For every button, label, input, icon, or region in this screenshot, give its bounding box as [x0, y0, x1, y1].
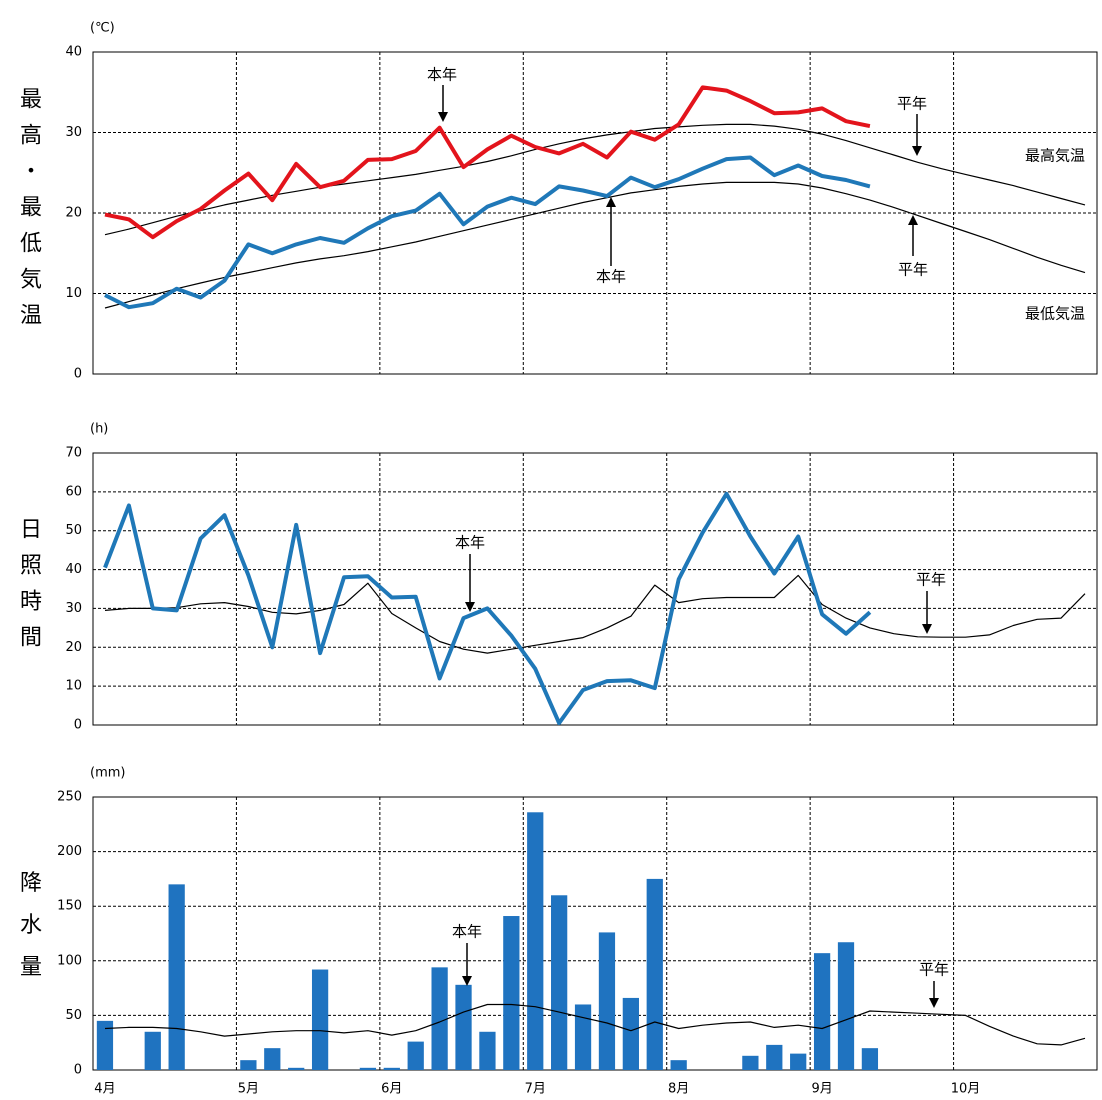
current-year-line: [104, 85, 871, 240]
bar: [527, 812, 544, 1070]
x-tick-label: 5月: [238, 1082, 259, 1097]
annotation: 平年: [919, 961, 949, 979]
x-tick-label: 7月: [525, 1082, 546, 1097]
bar: [837, 942, 855, 1070]
bar: [479, 1031, 496, 1070]
y-tick-label: 60: [65, 484, 82, 499]
y-tick-label: 50: [65, 523, 82, 538]
bar: [359, 1067, 377, 1070]
normal-line: [104, 574, 1086, 654]
bar: [240, 1060, 257, 1070]
annotation: 最低気温: [1025, 305, 1085, 323]
unit-label: (℃): [90, 21, 115, 36]
bar: [168, 884, 185, 1070]
x-tick-label: 10月: [951, 1082, 981, 1097]
plot-frame: [92, 796, 1098, 1071]
y-axis-label: 日照時間: [16, 517, 42, 661]
current-year-line: [103, 491, 872, 726]
y-tick-label: 250: [57, 790, 82, 805]
bar: [574, 1004, 592, 1070]
y-tick-label: 10: [65, 286, 82, 301]
arrow-head: [908, 215, 918, 225]
x-tick-label: 4月: [94, 1082, 115, 1097]
x-tick-label: 6月: [381, 1082, 402, 1097]
y-tick-label: 40: [65, 45, 82, 60]
y-tick-label: 20: [65, 206, 82, 221]
y-tick-label: 40: [65, 562, 82, 577]
y-tick-label: 150: [57, 899, 82, 914]
y-tick-label: 0: [74, 718, 82, 733]
bar: [311, 969, 329, 1070]
bar: [551, 895, 568, 1070]
y-axis-label: 降水量: [16, 871, 42, 997]
arrow-head: [465, 602, 475, 612]
x-tick-label: 9月: [811, 1082, 832, 1097]
plot-frame: [92, 51, 1098, 375]
bar: [407, 1041, 424, 1070]
arrow-head: [929, 998, 939, 1008]
annotation: 本年: [596, 268, 626, 286]
bar: [861, 1048, 879, 1070]
arrow-head: [462, 976, 472, 986]
unit-label: (mm): [90, 766, 125, 781]
bar: [622, 997, 639, 1070]
bar: [264, 1048, 281, 1070]
bar: [813, 953, 831, 1070]
arrow-head: [912, 146, 922, 156]
bar: [766, 1044, 783, 1070]
y-tick-label: 0: [74, 367, 82, 382]
normal-line: [104, 1003, 1086, 1046]
bar: [742, 1055, 759, 1070]
y-tick-label: 10: [65, 679, 82, 694]
bar: [144, 1031, 161, 1070]
bar: [431, 967, 448, 1070]
annotation: 平年: [898, 261, 928, 279]
y-tick-label: 30: [65, 125, 82, 140]
y-tick-label: 30: [65, 601, 82, 616]
annotation: 平年: [897, 95, 927, 113]
y-tick-label: 200: [57, 844, 82, 859]
bar: [383, 1067, 400, 1070]
arrow-head: [922, 624, 932, 634]
y-tick-label: 20: [65, 640, 82, 655]
bar: [288, 1067, 305, 1070]
plot-frame: [92, 452, 1098, 726]
y-tick-label: 100: [57, 953, 82, 968]
x-tick-label: 8月: [668, 1082, 689, 1097]
y-axis-label: 最高・最低気温: [16, 87, 42, 339]
bar: [790, 1053, 807, 1070]
y-tick-label: 70: [65, 446, 82, 461]
unit-label: (h): [90, 422, 108, 437]
bar: [455, 984, 472, 1070]
y-tick-label: 0: [74, 1063, 82, 1078]
annotation: 本年: [452, 923, 482, 941]
arrow-head: [606, 197, 616, 207]
annotation: 本年: [427, 66, 457, 84]
current-year-line: [104, 155, 871, 310]
arrow-head: [438, 112, 448, 122]
bar: [646, 878, 663, 1070]
annotation: 本年: [455, 534, 485, 552]
bar: [670, 1060, 687, 1070]
y-tick-label: 50: [65, 1008, 82, 1023]
bar: [96, 1020, 114, 1070]
bar: [598, 932, 616, 1070]
bar: [503, 916, 520, 1070]
annotation: 平年: [916, 571, 946, 589]
normal-line: [104, 181, 1086, 309]
annotation: 最高気温: [1025, 147, 1085, 165]
